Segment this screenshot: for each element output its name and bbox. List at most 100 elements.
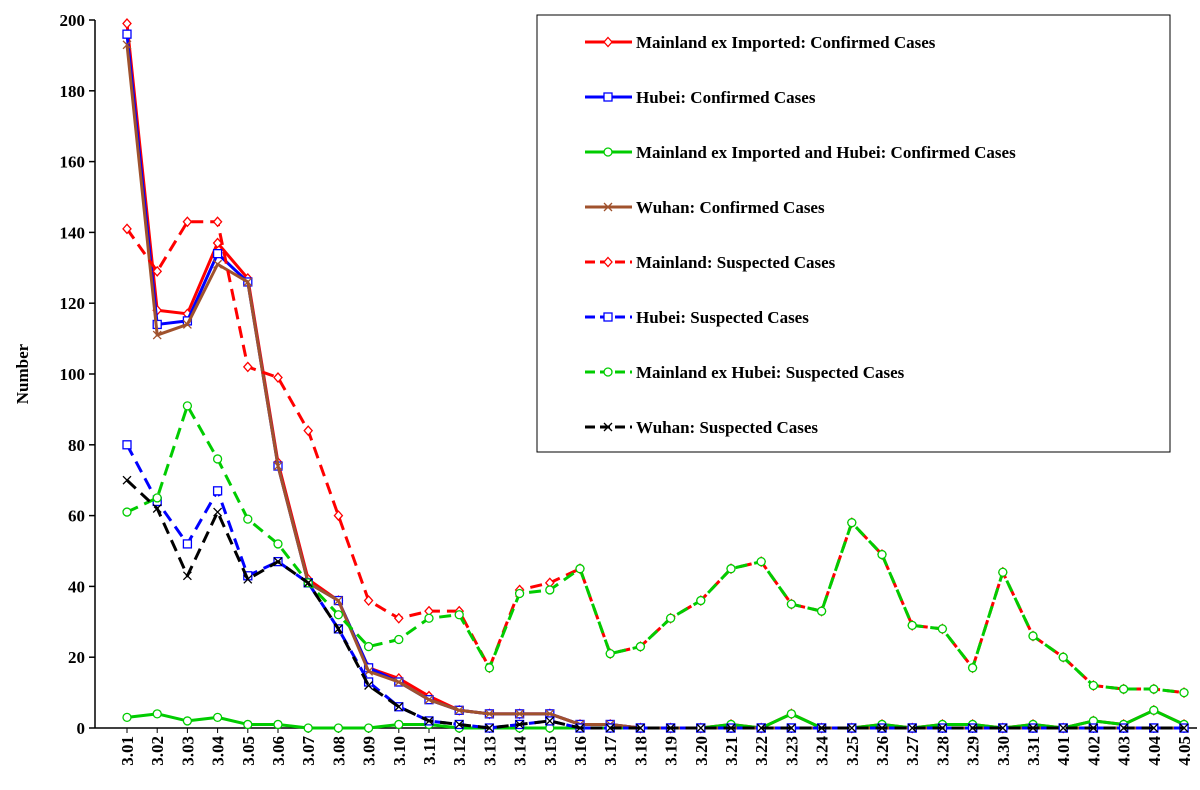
point <box>454 705 464 715</box>
point <box>635 641 646 652</box>
point <box>726 564 736 574</box>
point <box>605 723 615 733</box>
point <box>1088 723 1098 733</box>
x-tick-label: 3.19 <box>662 736 681 766</box>
x-tick-label: 3.25 <box>843 736 862 766</box>
point <box>363 641 374 652</box>
point <box>514 588 525 599</box>
point <box>394 634 404 645</box>
point <box>1028 723 1038 733</box>
point <box>1028 631 1038 641</box>
point <box>122 40 132 50</box>
point <box>152 265 163 277</box>
point <box>816 606 827 616</box>
x-tick-label: 3.08 <box>329 736 348 766</box>
point <box>1179 723 1189 733</box>
y-tick-label: 20 <box>68 648 85 667</box>
point <box>243 277 253 287</box>
point <box>122 475 132 485</box>
legend-marker <box>603 36 613 48</box>
point <box>515 720 525 729</box>
point <box>424 695 434 705</box>
y-tick-label: 160 <box>60 153 86 172</box>
point <box>575 723 585 733</box>
point <box>243 719 253 730</box>
point <box>212 248 223 259</box>
point <box>484 709 494 719</box>
point <box>1058 652 1068 662</box>
point <box>454 610 464 620</box>
point <box>242 361 253 373</box>
point <box>212 486 223 496</box>
point <box>998 567 1008 577</box>
point <box>907 620 917 630</box>
point <box>1088 680 1099 691</box>
legend-marker <box>603 312 613 322</box>
point <box>152 709 162 719</box>
x-tick-label: 3.24 <box>813 736 832 766</box>
point <box>605 649 615 659</box>
point <box>786 709 797 719</box>
point <box>756 556 766 567</box>
x-tick-label: 3.01 <box>118 736 137 766</box>
x-tick-label: 3.22 <box>752 736 771 766</box>
point <box>333 723 344 733</box>
legend-box <box>536 14 1171 453</box>
point <box>1179 687 1189 698</box>
point <box>333 510 344 522</box>
x-tick-label: 3.27 <box>903 736 922 766</box>
point <box>1149 684 1159 694</box>
point <box>575 564 585 574</box>
x-tick-label: 3.09 <box>360 736 379 766</box>
point <box>877 549 887 560</box>
series-line <box>126 404 1185 695</box>
legend-marker <box>603 202 613 212</box>
series-line <box>125 479 1184 730</box>
point <box>182 716 193 726</box>
point <box>1119 723 1129 733</box>
y-axis-label: Number <box>13 343 32 404</box>
point <box>545 716 555 726</box>
y-tick-label: 120 <box>60 294 86 313</box>
point <box>273 461 283 471</box>
x-tick-label: 3.29 <box>964 736 983 766</box>
x-tick-label: 3.13 <box>480 736 499 766</box>
x-tick-label: 3.02 <box>148 736 167 766</box>
point <box>122 712 132 723</box>
point <box>786 723 796 733</box>
point <box>363 595 374 607</box>
legend-label: Hubei: Confirmed Cases <box>636 88 816 107</box>
point <box>213 259 223 269</box>
point <box>182 571 192 581</box>
point <box>333 596 343 606</box>
point <box>212 216 223 228</box>
point <box>665 613 676 623</box>
point <box>666 723 676 733</box>
point <box>545 585 555 595</box>
x-tick-label: 3.10 <box>390 736 409 766</box>
y-tick-label: 100 <box>60 365 86 384</box>
point <box>1149 705 1159 715</box>
point <box>122 18 132 30</box>
point <box>303 425 314 437</box>
legend-marker <box>603 92 613 102</box>
point <box>212 712 223 723</box>
x-tick-label: 3.18 <box>631 736 650 766</box>
point <box>696 595 706 606</box>
point <box>273 557 283 567</box>
point <box>213 507 223 517</box>
y-tick-label: 180 <box>60 82 86 101</box>
x-tick-label: 3.15 <box>541 736 560 766</box>
point <box>182 319 192 329</box>
point <box>1058 723 1068 733</box>
x-tick-label: 3.06 <box>269 736 288 766</box>
x-tick-label: 3.04 <box>209 736 228 766</box>
legend-label: Mainland ex Imported: Confirmed Cases <box>636 33 936 52</box>
point <box>786 599 797 609</box>
point <box>756 723 766 733</box>
point <box>484 723 494 733</box>
point <box>152 504 162 513</box>
x-tick-label: 3.07 <box>299 736 318 766</box>
point <box>424 613 434 623</box>
